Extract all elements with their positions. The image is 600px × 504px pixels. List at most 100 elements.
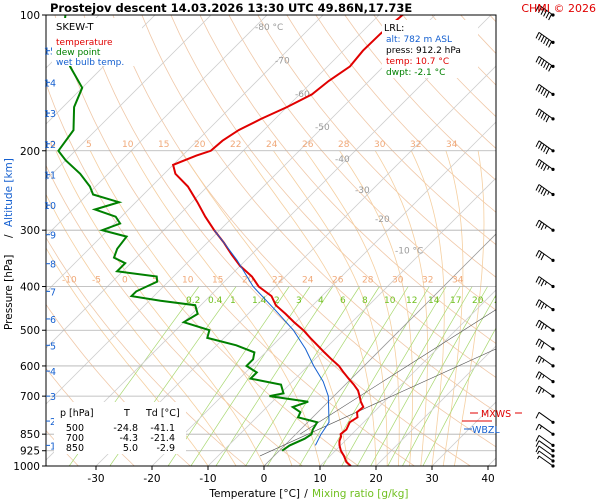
alt-tick-label: 9 (50, 231, 56, 242)
isotherm (46, 15, 492, 461)
series-dew-point-line (57, 15, 319, 452)
theta-label: 32 (410, 140, 421, 150)
plot-frame (45, 14, 497, 467)
dry-adiabat (257, 15, 496, 278)
wind-barb-feather (535, 108, 540, 116)
x-axis-label-secondary: Mixing ratio [g/kg] (312, 488, 408, 500)
isotherm (46, 15, 324, 293)
alt-tick-label: 1 (50, 441, 56, 452)
lrl-title: LRL: (384, 23, 404, 34)
wind-barb-feather (537, 455, 540, 460)
wind-barb-feather (538, 278, 542, 285)
wind-barb (535, 385, 555, 398)
wind-barb-feather (538, 142, 542, 149)
table-cell: 500 (66, 423, 84, 434)
theta-label: 34 (452, 276, 464, 286)
alt-tick-label: 7 (50, 287, 56, 298)
wind-barb (535, 83, 555, 98)
table-cell: -21.4 (150, 433, 175, 444)
isotherm-label: -70 (275, 56, 290, 66)
wind-barb-shaft (538, 338, 554, 350)
wind-barb (535, 140, 555, 155)
wind-barb (535, 55, 555, 72)
wind-barb-shaft (538, 455, 554, 467)
wind-barb-feather (538, 387, 542, 395)
wind-barb-feather (543, 114, 548, 121)
wind-barb-feather (538, 340, 542, 347)
table-header-td: Td [°C] (145, 408, 180, 419)
table-cell: -41.1 (150, 423, 175, 434)
wind-barb-feather (543, 37, 548, 45)
wind-barb-shaft (538, 184, 554, 195)
y-axis-title: Pressure [hPa] / Altitude [km] (3, 158, 15, 330)
theta-label: 26 (302, 140, 314, 150)
chart-title: Prostejov descent 14.03.2026 13:30 UTC 4… (50, 1, 412, 15)
alt-tick-label: 5 (50, 341, 56, 352)
wind-barb-shaft (538, 440, 554, 452)
x-axis-title: Temperature [°C] / Mixing ratio [g/kg] (208, 488, 408, 500)
wind-barb-feather (538, 57, 542, 65)
wind-barb-feather (540, 87, 545, 95)
series-temperature-line (171, 15, 404, 466)
dry-adiabat (315, 15, 496, 213)
mixing-ratio-label: 17 (450, 296, 461, 306)
isotherm-label: -20 (375, 215, 390, 225)
theta-label: 34 (446, 140, 458, 150)
theta-label: 30 (392, 276, 404, 286)
wind-barb-shaft (538, 423, 554, 435)
credit-label: CHMI © 2026 (521, 2, 596, 15)
y-axis-separator: / (3, 234, 15, 238)
dry-adiabat (170, 15, 496, 378)
theta-label: -10 (62, 276, 77, 286)
wind-barb-feather (540, 187, 545, 195)
wind-barb-feather (545, 147, 550, 155)
theta-label: 26 (332, 276, 344, 286)
table-cell: 700 (66, 433, 84, 444)
theta-label: 5 (86, 140, 92, 150)
wind-barb-feather (544, 325, 548, 329)
wind-barb-feather (538, 357, 542, 364)
wind-barb-shaft (538, 411, 554, 423)
x-tick-label: 40 (481, 473, 494, 485)
wind-barb (535, 219, 555, 232)
wind-barb-feather (544, 225, 548, 229)
wind-barb-shaft (538, 55, 554, 67)
theta-label: -5 (92, 276, 101, 286)
wind-barb (535, 434, 555, 447)
mixing-ratio-label: 12 (406, 296, 417, 306)
theta-label: 0 (122, 276, 128, 286)
wind-barb-feather (540, 253, 545, 261)
wind-barb-feather (540, 59, 545, 67)
wind-barb (535, 371, 555, 384)
wind-barb-feather (538, 85, 542, 93)
mixing-ratio-label: 14 (428, 296, 440, 306)
wind-barb-feather (538, 186, 542, 193)
theta-label: 0 (50, 140, 56, 150)
wind-barb-feather (542, 359, 545, 363)
wind-barb-feather (535, 371, 540, 378)
legend-entry-temperature: temperature (56, 38, 113, 48)
legend-background (52, 18, 142, 66)
wind-barb (537, 455, 555, 468)
wind-barb-shaft (538, 371, 554, 383)
table-cell: 850 (66, 443, 84, 454)
wind-barb-feather (540, 144, 545, 151)
wind-barb-feather (535, 412, 540, 419)
mixing-ratio-label: 1.4 (252, 296, 267, 306)
wind-barb-feather (540, 279, 545, 287)
wind-barb (535, 319, 555, 332)
x-tick-label: -30 (87, 473, 104, 485)
wind-barb-feather (547, 166, 550, 170)
dry-adiabat (286, 15, 496, 246)
p-tick-label: 200 (20, 146, 40, 158)
alt-tick-label: 11 (44, 171, 56, 182)
mixing-ratio-label: 4 (318, 296, 324, 306)
alt-tick-label: 3 (50, 392, 56, 403)
alt-tick-label: 12 (44, 140, 56, 151)
wind-barb-feather (539, 425, 542, 430)
wind-barb (535, 338, 555, 351)
wind-barb-feather (544, 304, 548, 309)
wind-barb-feather (540, 8, 545, 15)
wind-barb-feather (535, 250, 540, 257)
